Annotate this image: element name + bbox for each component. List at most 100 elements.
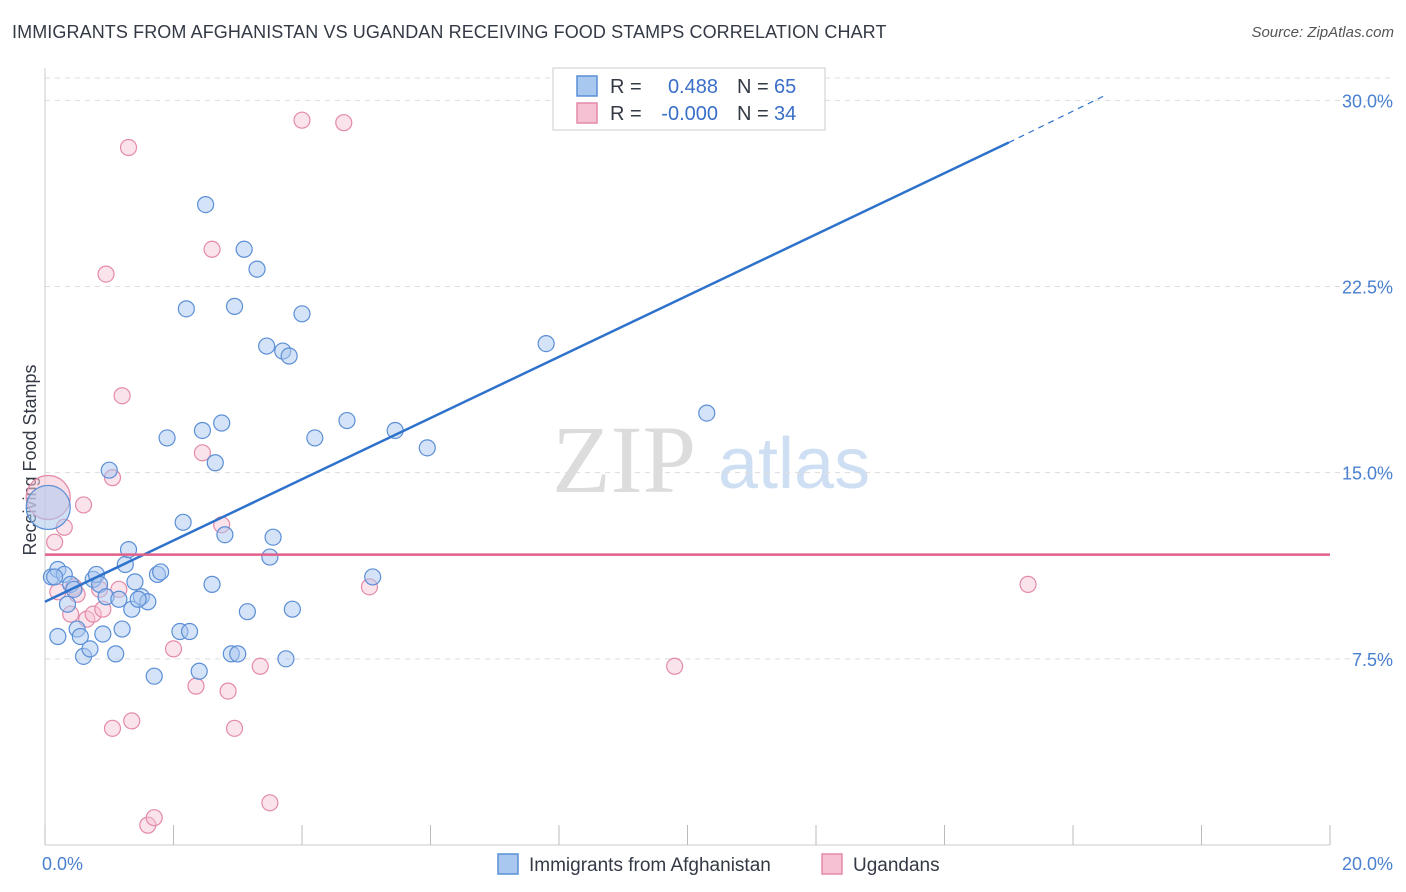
afghanistan-point bbox=[49, 627, 67, 646]
afghanistan-point bbox=[213, 414, 231, 432]
afghanistan-point bbox=[277, 650, 295, 668]
ugandans-point bbox=[203, 240, 221, 258]
afghanistan-point bbox=[100, 461, 118, 479]
chart-title: IMMIGRANTS FROM AFGHANISTAN VS UGANDAN R… bbox=[12, 22, 887, 42]
ugandans-point bbox=[666, 657, 684, 675]
afghanistan-point bbox=[258, 337, 276, 355]
afghanistan-point bbox=[71, 627, 89, 646]
gridlines bbox=[45, 77, 1392, 660]
tick-labels: 7.5% 15.0% 22.5% 30.0% 0.0% 20.0% bbox=[42, 91, 1393, 874]
legend-swatch-blue bbox=[576, 75, 598, 97]
afghanistan-point bbox=[261, 548, 279, 566]
afghanistan-point bbox=[177, 300, 195, 318]
legend-r-value-1: 0.488 bbox=[668, 76, 718, 98]
ugandans-point bbox=[261, 794, 279, 812]
legend-n-label-1: N = bbox=[737, 76, 769, 98]
y-tick-label: 15.0% bbox=[1342, 464, 1393, 484]
afghanistan-point bbox=[174, 513, 192, 531]
legend-r-value-2: -0.000 bbox=[661, 103, 718, 125]
legend-r-label-1: R = bbox=[610, 76, 642, 98]
afghanistan-point bbox=[25, 484, 71, 531]
afghanistan-point bbox=[248, 260, 266, 278]
afghanistan-point bbox=[197, 195, 215, 214]
afghanistan-point bbox=[238, 603, 256, 621]
afghanistan-point bbox=[81, 640, 99, 658]
ugandans-point bbox=[193, 444, 212, 462]
ugandans-point bbox=[46, 533, 64, 551]
ugandans-point bbox=[335, 114, 353, 132]
ugandans-point bbox=[219, 682, 237, 700]
afghanistan-trend-extension bbox=[1008, 94, 1106, 144]
ugandans-point bbox=[74, 496, 93, 514]
bottom-legend-swatch-pink bbox=[821, 853, 843, 875]
ugandans-point bbox=[1019, 575, 1037, 593]
correlation-legend: R = 0.488 N = 65 R = -0.000 N = 34 bbox=[552, 67, 826, 131]
y-tick-label: 22.5% bbox=[1342, 278, 1393, 298]
afghanistan-point bbox=[152, 563, 170, 581]
x-tick-label-max: 20.0% bbox=[1342, 854, 1393, 874]
legend-n-value-2: 34 bbox=[774, 103, 796, 125]
watermark-atlas: atlas bbox=[718, 424, 870, 504]
afghanistan-point bbox=[225, 297, 244, 315]
legend-n-value-1: 65 bbox=[774, 76, 796, 98]
afghanistan-point bbox=[193, 421, 212, 440]
legend-swatch-pink bbox=[576, 102, 598, 124]
ugandans-point bbox=[251, 657, 269, 675]
afghanistan-point bbox=[180, 622, 199, 641]
ugandans-point bbox=[119, 138, 138, 157]
afghanistan-point bbox=[698, 404, 716, 422]
afghanistan-point bbox=[190, 662, 208, 680]
afghanistan-trend-line bbox=[44, 141, 1010, 603]
ugandans-point bbox=[123, 712, 141, 730]
afghanistan-point bbox=[158, 429, 176, 447]
series-legend: Immigrants from Afghanistan Ugandans bbox=[497, 853, 940, 876]
ugandans-point bbox=[187, 677, 205, 695]
afghanistan-point bbox=[364, 568, 382, 586]
ugandans-point bbox=[97, 265, 115, 283]
legend-frame bbox=[552, 67, 826, 131]
afghanistan-point bbox=[145, 667, 163, 685]
afghanistan-point bbox=[129, 590, 147, 608]
watermark-zip: ZIP bbox=[552, 406, 696, 513]
afghanistan-point bbox=[113, 620, 131, 638]
afghanistan-point bbox=[126, 573, 144, 591]
ugandans-point bbox=[113, 387, 131, 405]
afghanistan-point bbox=[283, 600, 301, 618]
ugandans-point bbox=[103, 719, 122, 737]
ugandans-point bbox=[145, 809, 163, 827]
afghanistan-point bbox=[94, 625, 112, 643]
afghanistan-point bbox=[216, 526, 234, 544]
afghanistan-point bbox=[280, 347, 298, 365]
afghanistan-point bbox=[235, 240, 253, 258]
bottom-legend-label-afghanistan: Immigrants from Afghanistan bbox=[529, 855, 771, 876]
afghanistan-point bbox=[264, 528, 282, 546]
x-tick-label-min: 0.0% bbox=[42, 854, 83, 874]
afghanistan-point bbox=[537, 334, 555, 353]
afghanistan-point bbox=[110, 590, 128, 608]
y-tick-label: 30.0% bbox=[1342, 91, 1393, 111]
axes bbox=[44, 68, 1331, 846]
afghanistan-point bbox=[338, 411, 356, 430]
ugandans-point bbox=[293, 111, 311, 129]
legend-r-label-2: R = bbox=[610, 103, 642, 125]
afghanistan-point bbox=[58, 595, 77, 613]
afghanistan-point bbox=[203, 575, 221, 593]
y-tick-label: 7.5% bbox=[1352, 650, 1393, 670]
afghanistan-point bbox=[418, 439, 436, 457]
afghanistan-point bbox=[206, 454, 224, 472]
trend-lines bbox=[44, 94, 1330, 603]
ugandans-point bbox=[164, 640, 183, 658]
afghanistan-points bbox=[25, 195, 716, 685]
legend-n-label-2: N = bbox=[737, 103, 769, 125]
source-credit: Source: ZipAtlas.com bbox=[1251, 24, 1394, 41]
bottom-legend-swatch-blue bbox=[497, 853, 519, 875]
afghanistan-point bbox=[229, 645, 247, 663]
ugandans-point bbox=[225, 719, 244, 737]
bottom-legend-label-ugandans: Ugandans bbox=[853, 855, 940, 876]
afghanistan-point bbox=[306, 429, 324, 447]
ugandans-point bbox=[84, 605, 102, 623]
afghanistan-point bbox=[293, 305, 311, 323]
afghanistan-point bbox=[46, 568, 64, 586]
afghanistan-point bbox=[107, 645, 125, 663]
